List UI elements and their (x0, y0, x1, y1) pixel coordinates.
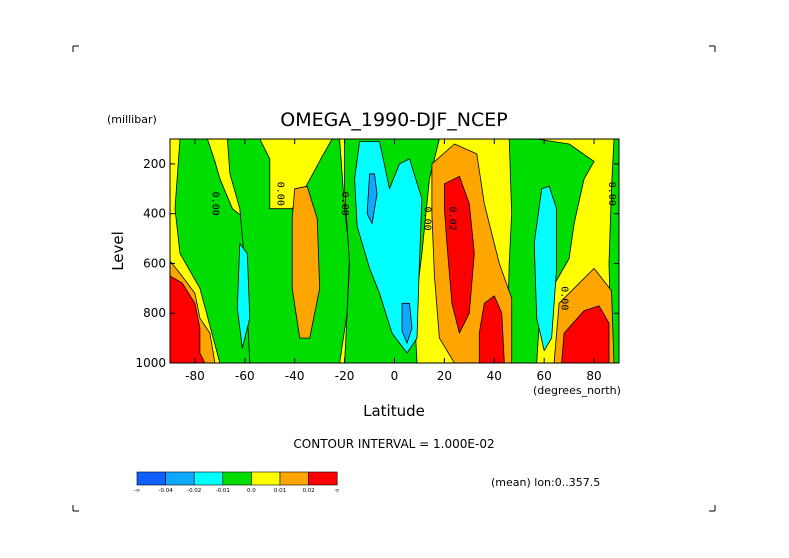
contour-region-16 (443, 175, 475, 334)
chart-title: OMEGA_1990-DJF_NCEP (280, 109, 507, 131)
colorbar-swatch (279, 471, 309, 486)
contour-region-12 (291, 185, 321, 339)
colorbar-level-label: -0.02 (187, 488, 201, 494)
crop-mark-bottom-right (709, 505, 716, 512)
contour-region-10 (401, 302, 413, 344)
y-units-label: (millibar) (107, 113, 157, 126)
colorbar-level-label: -0.01 (216, 488, 230, 494)
x-tick-label: -20 (335, 369, 355, 383)
crop-mark-top-left (72, 45, 79, 52)
contour-region-9 (366, 173, 378, 225)
crop-marks (72, 45, 716, 512)
x-tick-label: 0 (391, 369, 399, 383)
x-tick-label: 40 (487, 369, 502, 383)
crop-mark-top-right (709, 45, 716, 52)
x-tick-label: -60 (235, 369, 255, 383)
contour-interval-text: CONTOUR INTERVAL = 1.000E-02 (293, 437, 494, 451)
contour-label-2: 0.00 (339, 192, 350, 216)
colorbar-swatch (251, 471, 281, 486)
contour-label-3: 0.00 (421, 207, 432, 231)
contour-region-17 (478, 295, 505, 363)
colorbar-swatch (165, 471, 195, 486)
contour-label-1: 0.00 (274, 182, 285, 206)
y-tick-label: 200 (143, 157, 166, 171)
x-tick-label: -80 (185, 369, 205, 383)
x-axis: -80 -60 -40 -20 0 20 40 60 80 (185, 139, 602, 383)
x-units-label: (degrees_north) (533, 384, 621, 397)
colorbar-swatch (222, 471, 252, 486)
colorbar: -∞ -0.04 -0.02 -0.01 0.0 0.01 0.02 ∞ (134, 471, 340, 494)
y-axis-title: Level (109, 231, 127, 271)
contour-label-0: 0.00 (209, 192, 220, 216)
contour-region-8 (533, 185, 557, 352)
x-tick-label: 80 (586, 369, 601, 383)
x-axis-title: Latitude (363, 402, 425, 420)
crop-mark-bottom-left (72, 505, 79, 512)
y-axis: 200 400 600 800 1000 (135, 157, 619, 370)
mean-longitude-text: (mean) lon:0..357.5 (491, 476, 600, 489)
colorbar-level-label: -0.04 (158, 488, 173, 494)
contour-fill-regions (170, 139, 619, 363)
colorbar-level-label: -∞ (134, 488, 141, 494)
contour-region-7 (236, 243, 251, 349)
colorbar-level-label: 0.02 (302, 488, 314, 494)
colorbar-swatch (136, 471, 166, 486)
colorbar-level-label: 0.01 (274, 488, 286, 494)
y-tick-label: 400 (143, 207, 166, 221)
x-tick-label: 20 (437, 369, 452, 383)
contour-label-4: 0.02 (446, 207, 457, 231)
contour-region-15 (170, 275, 206, 363)
contour-region-18 (561, 305, 610, 363)
y-tick-label: 1000 (135, 356, 166, 370)
contour-labels: 0.00 0.00 0.00 0.00 0.02 0.00 0.00 (209, 182, 617, 311)
x-tick-label: -40 (285, 369, 305, 383)
y-tick-label: 600 (143, 256, 166, 270)
y-tick-label: 800 (143, 306, 166, 320)
x-tick-label: 60 (537, 369, 552, 383)
contour-label-6: 0.00 (606, 182, 617, 206)
colorbar-level-label: ∞ (335, 488, 340, 494)
colorbar-swatch (308, 471, 338, 486)
colorbar-level-label: 0.0 (247, 488, 256, 494)
colorbar-swatch (193, 471, 224, 486)
contour-label-5: 0.00 (559, 286, 570, 310)
